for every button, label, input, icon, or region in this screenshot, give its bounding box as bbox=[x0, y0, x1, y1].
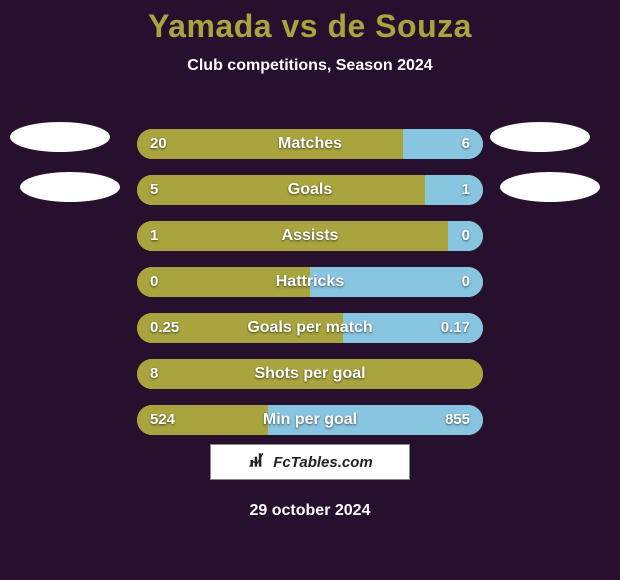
bar-left bbox=[137, 313, 343, 343]
bar-left bbox=[137, 175, 425, 205]
bar-right bbox=[268, 405, 483, 435]
team-badge-placeholder bbox=[20, 172, 120, 202]
bar-track bbox=[137, 359, 483, 389]
stat-row: Hattricks00 bbox=[0, 258, 620, 304]
bar-right bbox=[448, 221, 483, 251]
date-label: 29 october 2024 bbox=[0, 502, 620, 520]
fctables-label: FcTables.com bbox=[273, 454, 372, 471]
bar-track bbox=[137, 221, 483, 251]
bar-right bbox=[403, 129, 483, 159]
team-badge-placeholder bbox=[500, 172, 600, 202]
bar-left bbox=[137, 359, 483, 389]
bar-track bbox=[137, 313, 483, 343]
team-badge-placeholder bbox=[10, 122, 110, 152]
bar-left bbox=[137, 129, 403, 159]
bar-right bbox=[310, 267, 483, 297]
bar-left bbox=[137, 405, 268, 435]
subtitle: Club competitions, Season 2024 bbox=[0, 57, 620, 75]
bar-track bbox=[137, 405, 483, 435]
stat-row: Goals per match0.250.17 bbox=[0, 304, 620, 350]
bar-right bbox=[425, 175, 483, 205]
chart-icon bbox=[247, 450, 269, 475]
bar-left bbox=[137, 267, 310, 297]
stat-row: Min per goal524855 bbox=[0, 396, 620, 442]
page-title: Yamada vs de Souza bbox=[0, 0, 620, 45]
stats-area: Matches206Goals51Assists10Hattricks00Goa… bbox=[0, 120, 620, 442]
bar-left bbox=[137, 221, 448, 251]
bar-track bbox=[137, 267, 483, 297]
fctables-attribution[interactable]: FcTables.com bbox=[210, 444, 410, 480]
bar-right bbox=[343, 313, 483, 343]
bar-track bbox=[137, 129, 483, 159]
stat-row: Assists10 bbox=[0, 212, 620, 258]
bar-track bbox=[137, 175, 483, 205]
team-badge-placeholder bbox=[490, 122, 590, 152]
comparison-infographic: Yamada vs de Souza Club competitions, Se… bbox=[0, 0, 620, 580]
stat-row: Shots per goal8 bbox=[0, 350, 620, 396]
